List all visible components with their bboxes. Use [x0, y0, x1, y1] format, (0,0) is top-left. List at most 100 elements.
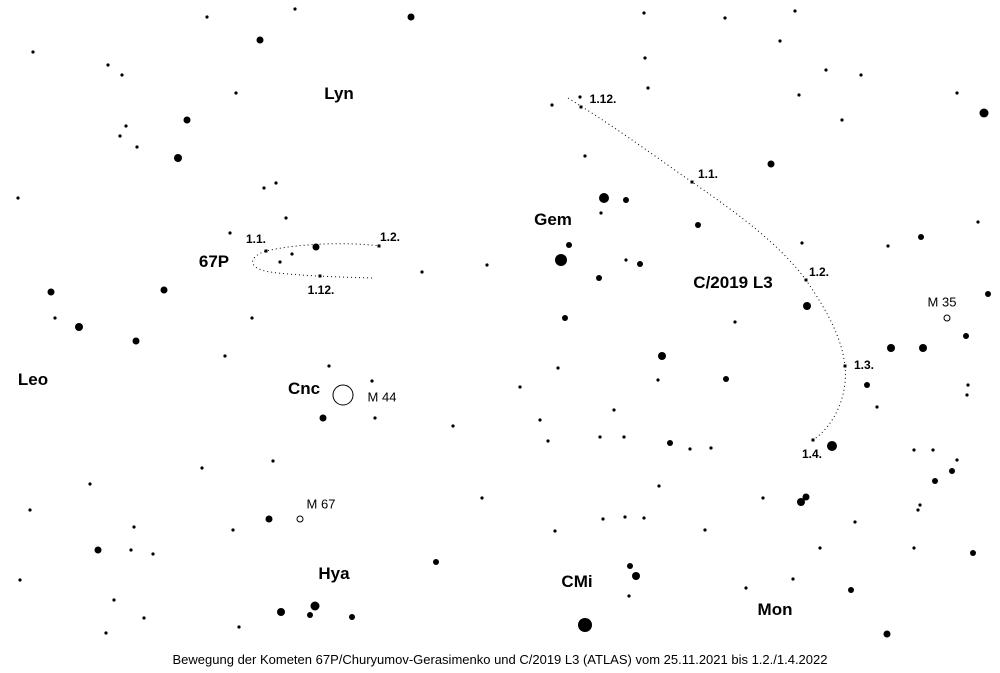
star — [637, 261, 643, 267]
star — [129, 548, 133, 552]
star — [578, 618, 592, 632]
star — [53, 316, 57, 320]
star — [970, 550, 976, 556]
star — [912, 448, 916, 452]
star — [151, 552, 155, 556]
star — [250, 316, 254, 320]
star — [451, 424, 455, 428]
star — [853, 520, 857, 524]
star — [284, 216, 288, 220]
star — [919, 344, 927, 352]
star — [840, 118, 844, 122]
star — [16, 196, 20, 200]
star — [658, 352, 666, 360]
label-m44: M 44 — [367, 389, 397, 405]
star — [223, 354, 227, 358]
comet-date-marker — [690, 180, 694, 184]
star — [802, 493, 810, 501]
star — [601, 517, 605, 521]
star — [627, 563, 633, 569]
star — [94, 546, 102, 554]
star — [237, 625, 241, 629]
star — [120, 73, 124, 77]
m35-cluster-marker — [943, 314, 951, 322]
star — [228, 231, 232, 235]
label-cnc: Cnc — [287, 379, 321, 398]
date-l3-jan: 1.1. — [697, 167, 719, 181]
caption: Bewegung der Kometen 67P/Churyumov-Geras… — [172, 652, 828, 667]
star — [420, 270, 424, 274]
date-l3-dec: 1.12. — [589, 92, 617, 106]
star — [555, 254, 567, 266]
star — [274, 181, 278, 185]
star — [864, 382, 870, 388]
star — [234, 91, 238, 95]
date-l3-apr: 1.4. — [801, 447, 823, 461]
label-gem: Gem — [534, 210, 572, 229]
star — [979, 108, 989, 118]
star — [803, 302, 811, 310]
star — [761, 496, 765, 500]
star — [538, 418, 542, 422]
star — [848, 587, 854, 593]
star — [47, 288, 55, 296]
star — [695, 222, 701, 228]
star — [800, 241, 804, 245]
star — [642, 11, 646, 15]
comet-date-marker — [377, 244, 381, 248]
comet-date-marker — [264, 249, 268, 253]
comet-date-marker — [579, 105, 583, 109]
star — [955, 458, 959, 462]
star — [931, 448, 935, 452]
m67-cluster-marker — [296, 515, 304, 523]
date-67p-dec: 1.12. — [307, 283, 335, 297]
star — [183, 116, 191, 124]
label-cmi: CMi — [561, 572, 593, 591]
label-leo: Leo — [17, 370, 49, 389]
star — [293, 7, 297, 11]
star — [28, 508, 32, 512]
comet-c2019l3-path — [567, 97, 846, 441]
star — [271, 459, 275, 463]
star — [955, 91, 959, 95]
star — [646, 86, 650, 90]
star — [744, 586, 748, 590]
star — [370, 379, 374, 383]
star — [596, 275, 602, 281]
star — [883, 630, 891, 638]
star — [277, 608, 285, 616]
star — [562, 315, 568, 321]
star — [963, 333, 969, 339]
star — [88, 482, 92, 486]
star — [791, 577, 795, 581]
label-hya: Hya — [318, 564, 350, 583]
m44-cluster-marker — [332, 384, 354, 406]
label-m35: M 35 — [927, 294, 957, 310]
star — [797, 93, 801, 97]
star — [827, 441, 837, 451]
star — [627, 594, 631, 598]
star — [622, 435, 626, 439]
star — [985, 291, 991, 297]
star — [256, 36, 264, 44]
star — [319, 414, 327, 422]
star — [106, 63, 110, 67]
star — [349, 614, 355, 620]
star — [793, 9, 797, 13]
star — [553, 529, 557, 533]
star — [310, 601, 320, 611]
star — [642, 516, 646, 520]
star — [142, 616, 146, 620]
star — [290, 252, 294, 256]
star — [778, 39, 782, 43]
star — [859, 73, 863, 77]
label-lyn: Lyn — [324, 84, 354, 103]
star — [709, 446, 713, 450]
star — [124, 124, 128, 128]
star — [135, 145, 139, 149]
star — [723, 376, 729, 382]
star — [918, 503, 922, 507]
star — [643, 56, 647, 60]
star — [818, 546, 822, 550]
